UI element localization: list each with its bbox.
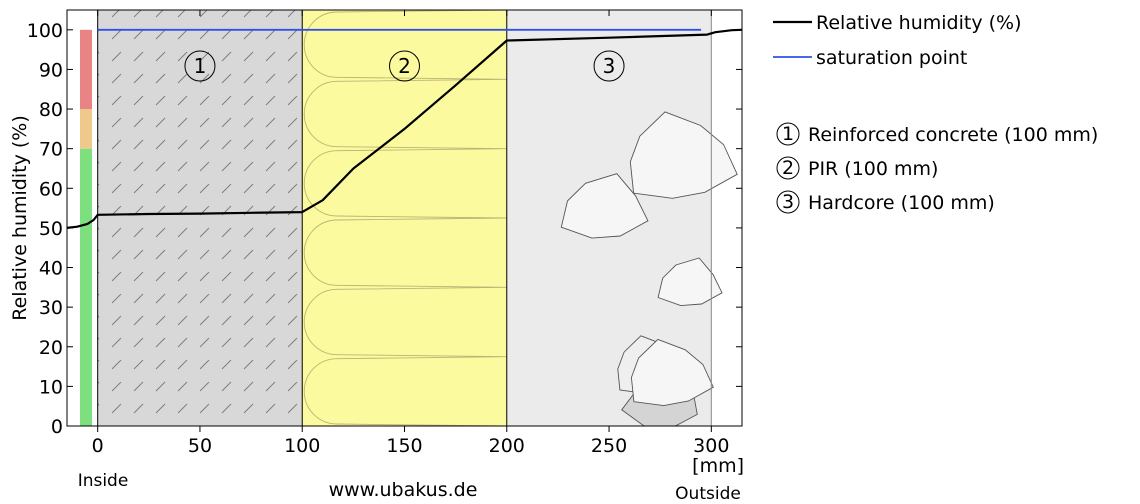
layer-number-markers: 1 2 3 <box>184 50 625 82</box>
y-tick-label: 40 <box>39 258 63 280</box>
series-line <box>66 28 743 229</box>
legend-layer-number: 3 <box>782 191 794 213</box>
legend-layer-circle <box>776 156 800 180</box>
x-tick-label: 150 <box>386 435 422 457</box>
y-tick-label: 50 <box>39 218 63 240</box>
stone-shape <box>630 338 714 407</box>
y-tick-label: 100 <box>27 20 63 42</box>
legend-label: saturation point <box>816 47 967 69</box>
layer-number-circle <box>593 50 625 82</box>
x-tick-label: 50 <box>188 435 212 457</box>
layer-decorations <box>97 10 738 426</box>
outside-label: Outside <box>675 484 741 504</box>
x-tick-label: 250 <box>591 435 627 457</box>
insulation-pattern <box>303 10 507 426</box>
comfort-bar <box>80 29 92 426</box>
stone-shape <box>657 257 723 307</box>
legend-layer-circle <box>776 190 800 214</box>
legend-layer-label: PIR (100 mm) <box>808 158 938 180</box>
series-lines <box>66 28 743 229</box>
legend-layer-number: 2 <box>782 157 794 179</box>
layer-borders <box>97 10 712 426</box>
y-tick-label: 30 <box>39 297 63 319</box>
legend-label: Relative humidity (%) <box>816 12 1021 34</box>
layer-number: 3 <box>603 54 616 78</box>
comfort-segment <box>80 109 92 149</box>
layer-number-circle <box>184 50 216 82</box>
y-tick-label: 80 <box>39 99 63 121</box>
legend-layer-label: Reinforced concrete (100 mm) <box>808 124 1098 146</box>
layer-number: 1 <box>194 54 207 78</box>
x-tick-label: 0 <box>92 435 104 457</box>
y-tick-label: 20 <box>39 337 63 359</box>
y-tick-label: 60 <box>39 178 63 200</box>
y-axis-title: Relative humidity (%) <box>9 115 31 320</box>
inside-label: Inside <box>78 471 129 491</box>
stone-shape <box>560 173 649 239</box>
layer-number-circle <box>389 50 420 82</box>
stone-shape <box>629 111 738 199</box>
axes: 0 50 100 150 200 250 300 0 10 20 30 40 50 60 70 80 90 100 <box>27 10 742 457</box>
concrete-hatch <box>97 10 303 426</box>
legend-layer-label: Hardcore (100 mm) <box>808 192 995 214</box>
layer-number: 2 <box>398 54 411 78</box>
legend-layer-circle <box>776 122 800 146</box>
y-tick-label: 70 <box>39 139 63 161</box>
y-tick-label: 0 <box>51 416 63 438</box>
comfort-segment <box>80 148 92 426</box>
legend-layer-number: 1 <box>782 123 794 145</box>
y-tick-label: 10 <box>39 376 63 398</box>
x-tick-label: 100 <box>284 435 320 457</box>
comfort-segment <box>80 29 92 110</box>
x-unit-label: [mm] <box>692 455 744 477</box>
legend: Relative humidity (%) saturation point 1 Re… <box>773 12 1098 214</box>
y-tick-label: 90 <box>39 59 63 81</box>
x-tick-label: 200 <box>489 435 525 457</box>
x-tick-label: 300 <box>693 435 729 457</box>
watermark: www.ubakus.de <box>329 479 478 501</box>
